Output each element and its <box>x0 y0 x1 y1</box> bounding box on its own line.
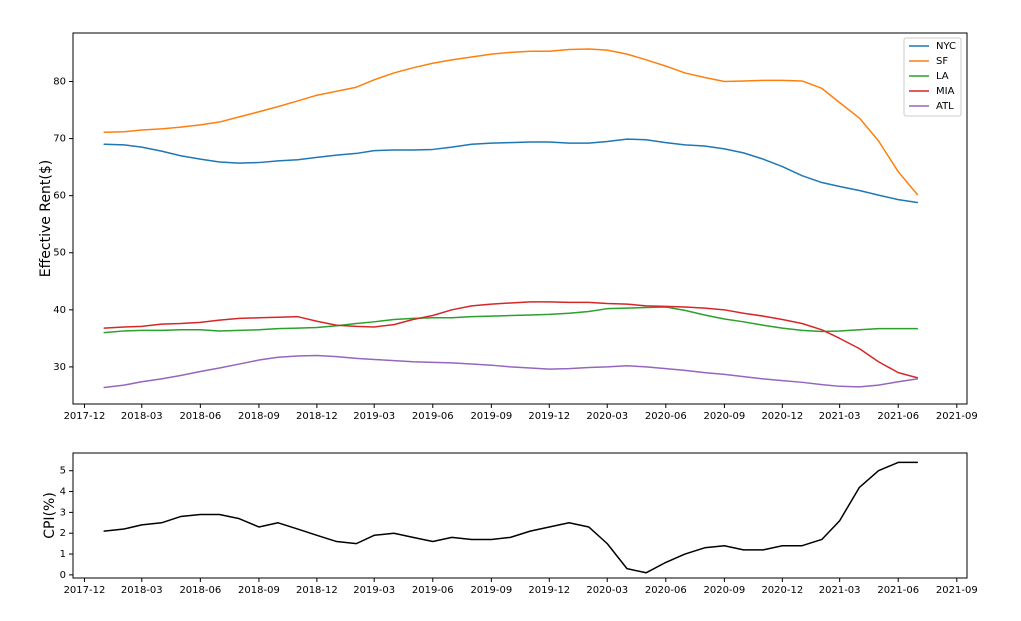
rent-y-ticks: 30 40 50 60 70 80 <box>53 77 73 373</box>
y-tick-label: 4 <box>60 487 66 498</box>
x-tick-label: 2018-03 <box>121 411 163 422</box>
x-tick-label: 2018-12 <box>296 585 338 596</box>
y-tick-label: 2 <box>60 528 66 539</box>
cpi-y-ticks: 0 1 2 3 4 5 <box>60 466 73 581</box>
rent-x-ticks: 2017-12 2018-03 2018-06 2018-09 2018-12 2019-… <box>64 404 978 422</box>
x-tick-label: 2021-03 <box>819 411 861 422</box>
x-tick-label: 2017-12 <box>64 411 106 422</box>
legend-item-atl: ATL <box>909 101 954 112</box>
y-tick-label: 3 <box>60 507 66 518</box>
series-line-mia <box>103 301 919 379</box>
x-tick-label: 2019-03 <box>353 411 395 422</box>
x-tick-label: 2017-12 <box>64 585 106 596</box>
rent-plot-frame <box>72 32 968 405</box>
legend: NYC SF LA MIA ATL <box>903 37 962 117</box>
series-line-atl <box>103 354 919 389</box>
rent-series-group <box>103 48 919 389</box>
x-tick-label: 2020-06 <box>645 585 687 596</box>
series-line-cpi-0 <box>103 461 919 574</box>
x-tick-label: 2019-06 <box>412 585 454 596</box>
y-tick-label: 5 <box>60 466 66 477</box>
cpi-y-axis-label: CPI(%) <box>42 492 58 539</box>
y-tick-label: 60 <box>53 191 66 202</box>
y-tick-label: 80 <box>53 77 66 88</box>
series-line-sf <box>103 48 919 196</box>
x-tick-label: 2018-06 <box>179 411 221 422</box>
legend-item-mia: MIA <box>909 86 955 97</box>
legend-label: SF <box>936 56 948 67</box>
x-tick-label: 2019-12 <box>528 411 570 422</box>
cpi-x-ticks: 2017-12 2018-03 2018-06 2018-09 2018-12 2019-… <box>64 578 978 596</box>
y-tick-label: 40 <box>53 305 66 316</box>
x-tick-label: 2021-06 <box>877 585 919 596</box>
y-tick-label: 50 <box>53 248 66 259</box>
x-tick-label: 2020-09 <box>703 411 745 422</box>
y-tick-label: 70 <box>53 134 66 145</box>
x-tick-label: 2019-12 <box>528 585 570 596</box>
x-tick-label: 2019-03 <box>353 585 395 596</box>
x-tick-label: 2018-09 <box>238 585 280 596</box>
legend-item-la: LA <box>909 71 949 82</box>
x-tick-label: 2020-12 <box>761 585 803 596</box>
x-tick-label: 2020-03 <box>586 585 628 596</box>
x-tick-label: 2020-06 <box>645 411 687 422</box>
legend-item-sf: SF <box>909 56 948 67</box>
y-tick-label: 30 <box>53 362 66 373</box>
legend-item-nyc: NYC <box>909 41 956 52</box>
rent-y-axis-label: Effective Rent($) <box>38 160 54 277</box>
x-tick-label: 2021-09 <box>936 585 978 596</box>
x-tick-label: 2019-09 <box>470 411 512 422</box>
x-tick-label: 2020-12 <box>761 411 803 422</box>
x-tick-label: 2021-09 <box>936 411 978 422</box>
x-tick-label: 2021-06 <box>877 411 919 422</box>
x-tick-label: 2018-12 <box>296 411 338 422</box>
x-tick-label: 2021-03 <box>819 585 861 596</box>
y-tick-label: 1 <box>60 549 66 560</box>
x-tick-label: 2019-06 <box>412 411 454 422</box>
legend-label: ATL <box>936 101 954 112</box>
legend-label: LA <box>936 71 949 82</box>
cpi-chart: 2017-12 2018-03 2018-06 2018-09 2018-12 2019-… <box>42 452 978 596</box>
series-line-nyc <box>103 138 919 204</box>
cpi-series-group <box>103 461 919 574</box>
legend-label: NYC <box>936 41 956 52</box>
cpi-plot-frame <box>72 452 968 579</box>
x-tick-label: 2019-09 <box>470 585 512 596</box>
legend-box <box>903 37 962 117</box>
x-tick-label: 2020-03 <box>586 411 628 422</box>
series-line-la <box>103 306 919 334</box>
legend-label: MIA <box>936 86 955 97</box>
x-tick-label: 2018-09 <box>238 411 280 422</box>
x-tick-label: 2018-06 <box>179 585 221 596</box>
x-tick-label: 2018-03 <box>121 585 163 596</box>
y-tick-label: 0 <box>60 570 66 581</box>
rent-chart: 2017-12 2018-03 2018-06 2018-09 2018-12 2019-… <box>38 32 978 422</box>
x-tick-label: 2020-09 <box>703 585 745 596</box>
